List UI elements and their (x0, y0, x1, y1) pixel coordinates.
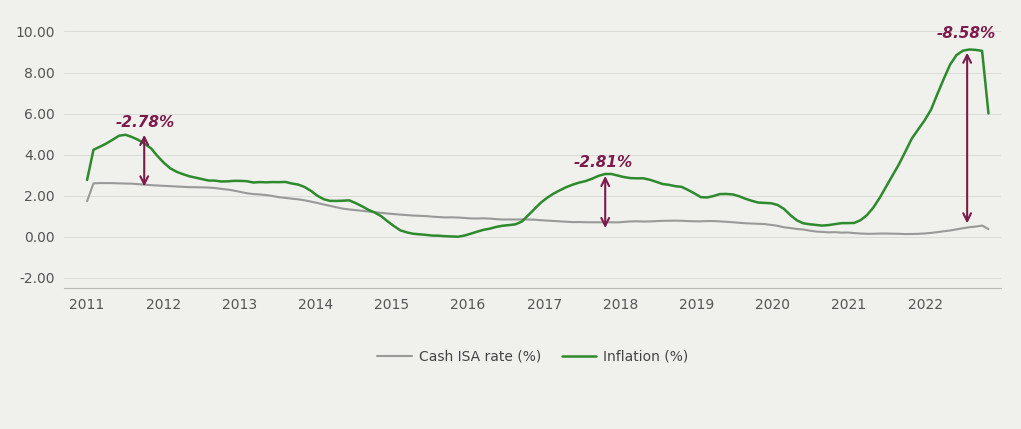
Inflation (%) (356, 204, 369, 209)
Cash ISA rate (%) (657, 218, 669, 224)
Cash ISA rate (%) (982, 227, 994, 232)
Inflation (%) (451, 234, 464, 239)
Text: -2.81%: -2.81% (573, 155, 632, 170)
Text: -2.78%: -2.78% (116, 115, 176, 130)
Inflation (%) (81, 178, 93, 183)
Cash ISA rate (%) (900, 232, 912, 237)
Inflation (%) (657, 181, 669, 187)
Inflation (%) (676, 184, 688, 190)
Inflation (%) (522, 213, 534, 218)
Inflation (%) (886, 173, 898, 178)
Cash ISA rate (%) (81, 199, 93, 204)
Cash ISA rate (%) (362, 209, 375, 214)
Cash ISA rate (%) (561, 219, 573, 224)
Inflation (%) (982, 111, 994, 116)
Line: Inflation (%): Inflation (%) (87, 49, 988, 237)
Cash ISA rate (%) (522, 217, 534, 222)
Inflation (%) (963, 47, 975, 52)
Legend: Cash ISA rate (%), Inflation (%): Cash ISA rate (%), Inflation (%) (372, 344, 694, 369)
Cash ISA rate (%) (100, 181, 112, 186)
Text: -8.58%: -8.58% (936, 26, 995, 41)
Cash ISA rate (%) (886, 231, 898, 236)
Inflation (%) (561, 184, 573, 190)
Cash ISA rate (%) (676, 218, 688, 224)
Line: Cash ISA rate (%): Cash ISA rate (%) (87, 183, 988, 234)
